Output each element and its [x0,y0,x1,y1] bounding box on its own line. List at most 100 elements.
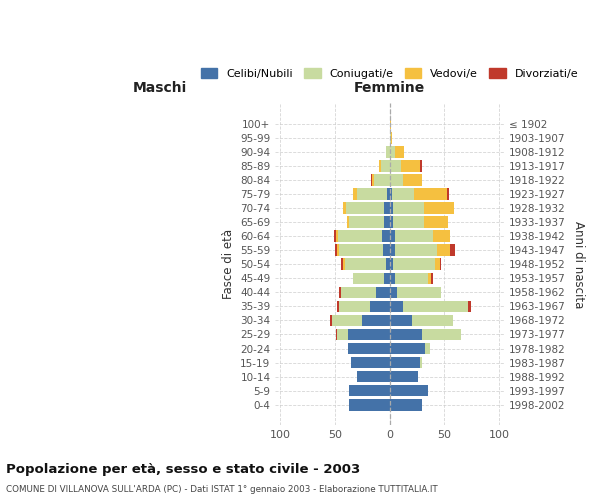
Bar [389,202,393,214]
Bar [437,244,450,256]
Bar [341,286,376,298]
Bar [337,300,339,312]
Bar [389,300,403,312]
Bar [440,258,441,270]
Bar [403,174,422,186]
Bar [389,399,422,410]
Bar [348,328,389,340]
Bar [433,230,450,242]
Bar [384,202,389,214]
Bar [372,174,374,186]
Bar [424,202,454,214]
Bar [370,300,389,312]
Bar [334,230,336,242]
Bar [343,258,345,270]
Bar [389,385,428,396]
Bar [336,328,337,340]
Bar [395,272,428,284]
Bar [389,230,395,242]
Bar [389,286,397,298]
Bar [403,300,469,312]
Text: Popolazione per età, sesso e stato civile - 2003: Popolazione per età, sesso e stato civil… [6,462,360,475]
Bar [395,230,433,242]
Bar [382,230,389,242]
Bar [388,188,389,200]
Bar [395,244,437,256]
Bar [428,272,431,284]
Bar [336,230,338,242]
Text: Maschi: Maschi [133,82,187,96]
Bar [374,174,389,186]
Bar [332,314,362,326]
Bar [393,258,434,270]
Bar [389,174,403,186]
Bar [389,160,401,172]
Bar [381,160,389,172]
Text: Femmine: Femmine [354,82,425,96]
Bar [421,160,422,172]
Bar [339,244,383,256]
Bar [349,399,389,410]
Bar [425,343,430,354]
Bar [345,258,386,270]
Bar [393,216,424,228]
Bar [421,357,422,368]
Bar [397,286,441,298]
Bar [450,244,455,256]
Bar [339,300,370,312]
Bar [391,132,392,143]
Bar [357,188,388,200]
Bar [389,357,421,368]
Bar [371,174,372,186]
Bar [384,216,389,228]
Bar [384,272,389,284]
Legend: Celibi/Nubili, Coniugati/e, Vedovi/e, Divorziati/e: Celibi/Nubili, Coniugati/e, Vedovi/e, Di… [196,64,583,84]
Bar [362,314,389,326]
Bar [353,188,357,200]
Bar [383,244,389,256]
Y-axis label: Fasce di età: Fasce di età [221,229,235,300]
Bar [335,244,337,256]
Bar [349,385,389,396]
Bar [379,160,381,172]
Bar [337,328,348,340]
Bar [389,314,412,326]
Bar [401,160,421,172]
Bar [346,202,384,214]
Bar [348,343,389,354]
Bar [389,328,422,340]
Bar [422,328,461,340]
Bar [337,244,339,256]
Bar [338,230,382,242]
Bar [331,314,332,326]
Bar [353,272,384,284]
Bar [357,371,389,382]
Bar [469,300,470,312]
Bar [389,343,425,354]
Text: COMUNE DI VILLANOVA SULL'ARDA (PC) - Dati ISTAT 1° gennaio 2003 - Elaborazione T: COMUNE DI VILLANOVA SULL'ARDA (PC) - Dat… [6,485,438,494]
Bar [414,188,446,200]
Bar [412,314,453,326]
Bar [389,216,393,228]
Bar [431,272,433,284]
Bar [434,258,440,270]
Bar [393,202,424,214]
Bar [349,216,384,228]
Bar [389,244,395,256]
Bar [389,146,395,158]
Bar [389,118,391,130]
Bar [351,357,389,368]
Bar [386,258,389,270]
Bar [376,286,389,298]
Y-axis label: Anni di nascita: Anni di nascita [572,220,585,308]
Bar [343,202,346,214]
Bar [389,132,391,143]
Bar [389,272,395,284]
Bar [341,258,343,270]
Bar [424,216,448,228]
Bar [392,188,414,200]
Bar [446,188,449,200]
Bar [339,286,341,298]
Bar [389,371,418,382]
Bar [389,188,392,200]
